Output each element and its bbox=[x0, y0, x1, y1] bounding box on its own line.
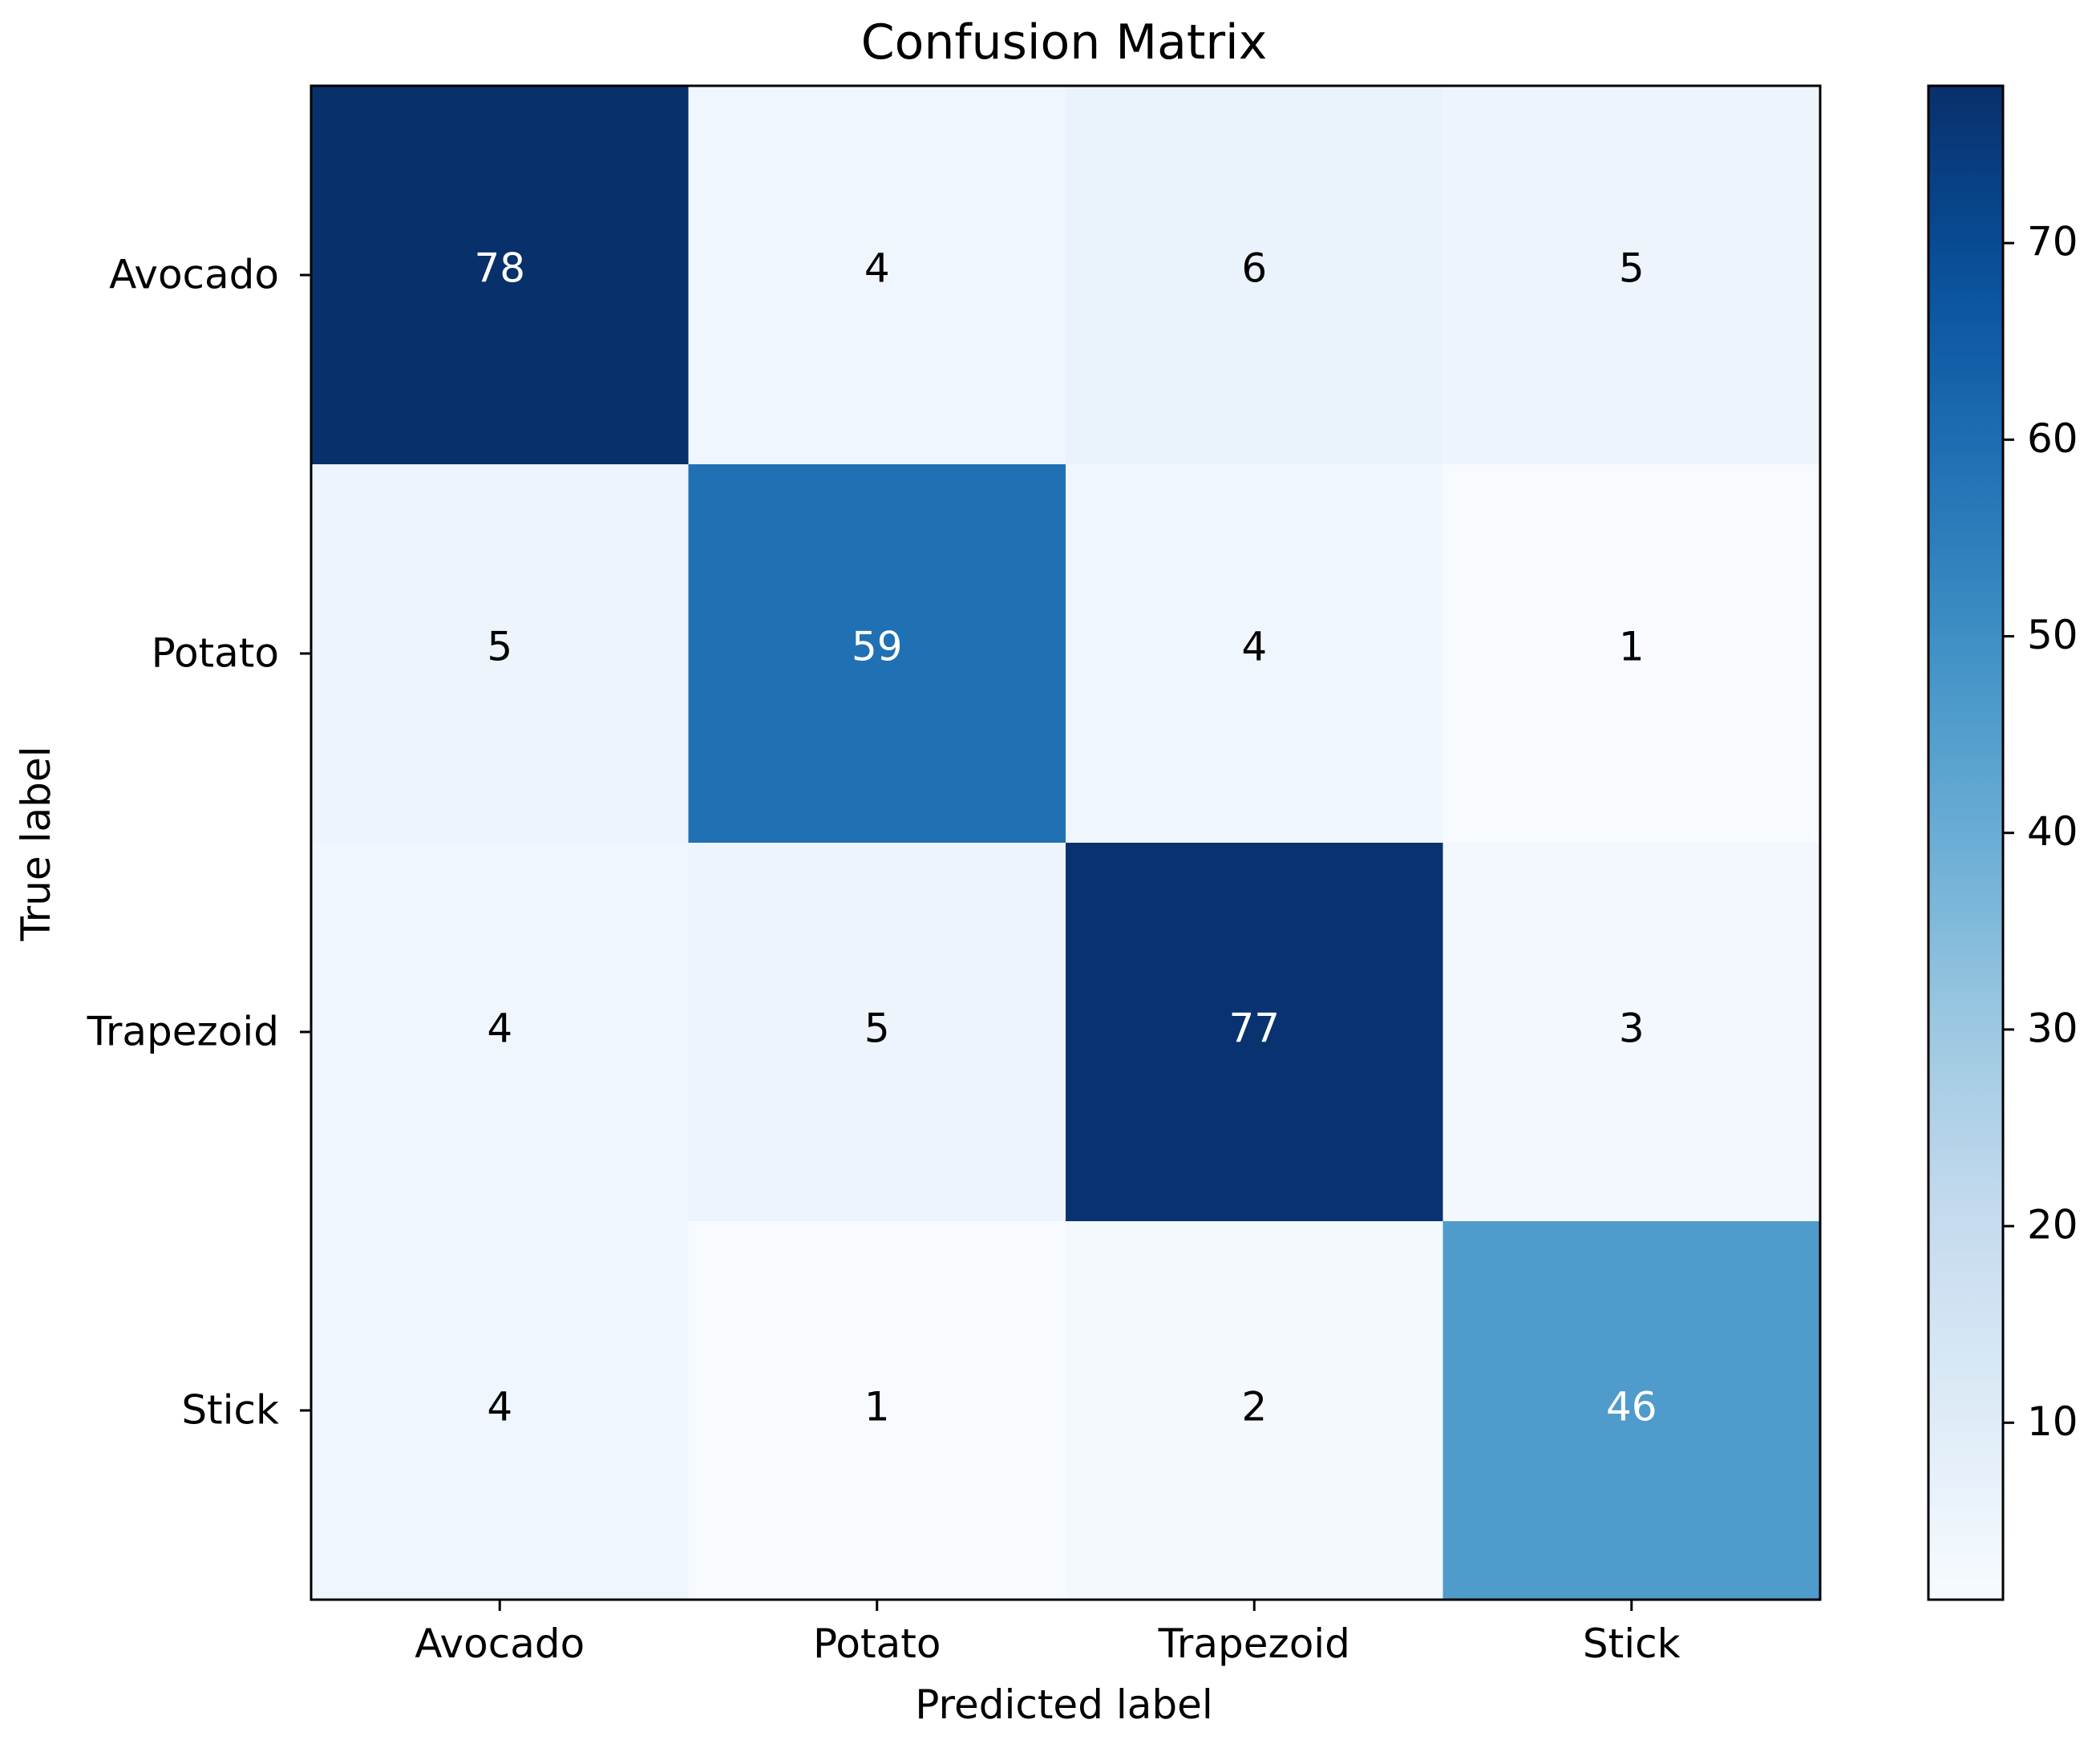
cell-value-label: 3 bbox=[1619, 1006, 1645, 1052]
y-axis-ticks: Avocado Potato Trapezoid Stick bbox=[87, 252, 311, 1434]
cell-value-label: 46 bbox=[1606, 1384, 1657, 1430]
cell-value-label: 2 bbox=[1241, 1384, 1267, 1430]
cell-value-label: 4 bbox=[487, 1384, 512, 1430]
colorbar-tick-label: 50 bbox=[2027, 612, 2078, 658]
heatmap-cell bbox=[1066, 86, 1444, 465]
heatmap-cell bbox=[688, 1221, 1066, 1600]
colorbar-tick-label: 40 bbox=[2027, 808, 2078, 855]
colorbar-tick-label: 70 bbox=[2027, 219, 2078, 265]
colorbar bbox=[1928, 86, 2003, 1600]
cell-value-label: 5 bbox=[1619, 245, 1645, 292]
cell-value-label: 5 bbox=[864, 1006, 890, 1052]
cell-value-label: 4 bbox=[487, 1006, 512, 1052]
colorbar-tick-label: 10 bbox=[2027, 1398, 2078, 1445]
heatmap-cell bbox=[1066, 1221, 1444, 1600]
x-tick-label: Potato bbox=[813, 1621, 941, 1667]
cell-value-label: 78 bbox=[474, 245, 525, 292]
heatmap-cell bbox=[688, 464, 1066, 844]
colorbar-tick-label: 30 bbox=[2027, 1005, 2078, 1051]
colorbar-ticks: 10 20 30 40 50 60 70 bbox=[2003, 219, 2078, 1445]
cell-value-labels: 78 4 6 55 59 4 14 5 77 34 1 2 46 bbox=[474, 245, 1657, 1430]
colorbar-frame bbox=[1927, 84, 2005, 1601]
heatmap-cell bbox=[688, 86, 1066, 465]
heatmap-cell bbox=[1442, 843, 1821, 1222]
y-tick-label: Avocado bbox=[109, 252, 279, 298]
heatmap-cell bbox=[1442, 86, 1821, 465]
y-axis-label: True label bbox=[13, 746, 59, 941]
chart-title: Confusion Matrix bbox=[861, 14, 1267, 71]
cell-value-label: 59 bbox=[852, 624, 903, 670]
x-axis-ticks: Avocado Potato Trapezoid Stick bbox=[415, 1600, 1681, 1667]
cell-value-label: 4 bbox=[1241, 624, 1267, 670]
cell-value-label: 77 bbox=[1228, 1006, 1280, 1052]
plot-frame bbox=[310, 84, 1822, 1601]
heatmap-cell bbox=[311, 464, 690, 844]
cell-value-label: 6 bbox=[1241, 245, 1267, 292]
heatmap-cell bbox=[688, 843, 1066, 1222]
heatmap-cell bbox=[1066, 464, 1444, 844]
colorbar-tick-label: 20 bbox=[2027, 1202, 2078, 1248]
y-tick-label: Potato bbox=[152, 630, 279, 677]
heatmap-cells bbox=[311, 86, 1821, 1600]
cell-value-label: 1 bbox=[864, 1384, 890, 1430]
x-tick-label: Avocado bbox=[415, 1621, 585, 1667]
heatmap-cell bbox=[1442, 464, 1821, 844]
cell-value-label: 4 bbox=[864, 245, 890, 292]
heatmap-cell bbox=[1442, 1221, 1821, 1600]
y-tick-label: Stick bbox=[181, 1387, 279, 1434]
cell-value-label: 5 bbox=[487, 624, 512, 670]
y-tick-label: Trapezoid bbox=[87, 1009, 279, 1055]
heatmap-cell bbox=[1066, 843, 1444, 1222]
x-tick-label: Stick bbox=[1583, 1621, 1681, 1667]
heatmap-cell bbox=[311, 1221, 690, 1600]
x-tick-label: Trapezoid bbox=[1158, 1621, 1350, 1667]
x-axis-label: Predicted label bbox=[915, 1681, 1213, 1728]
cell-value-label: 1 bbox=[1619, 624, 1645, 670]
heatmap-cell bbox=[311, 86, 690, 465]
heatmap-cell bbox=[311, 843, 690, 1222]
colorbar-tick-label: 60 bbox=[2027, 415, 2078, 462]
